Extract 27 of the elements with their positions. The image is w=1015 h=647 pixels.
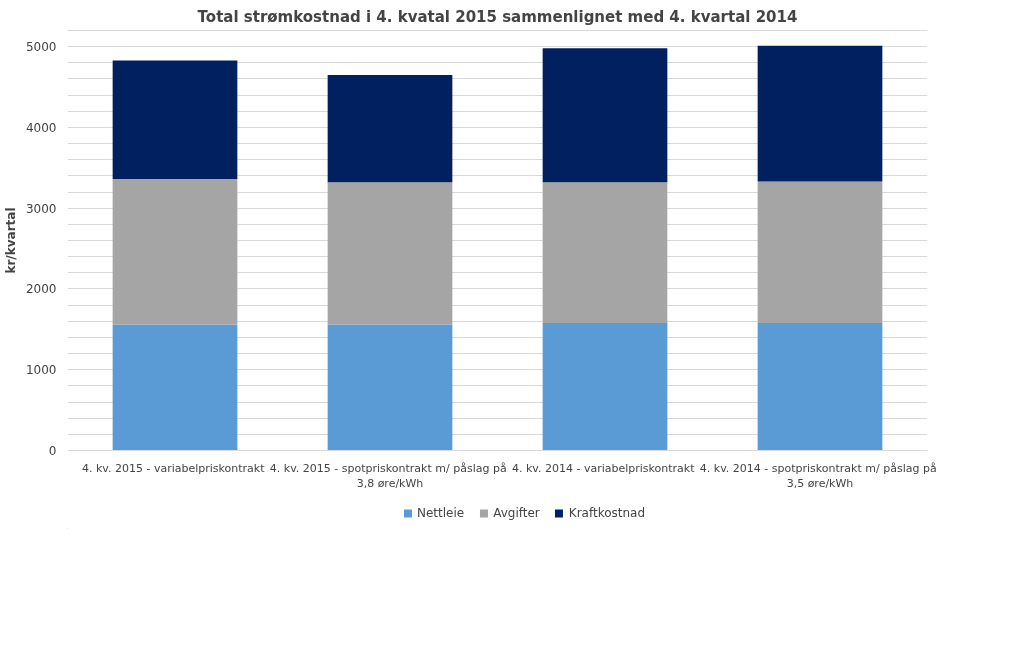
x-tick-label: 4. kv. 2015 - variabelpriskontrakt: [81, 461, 266, 475]
legend-label: Nettleie: [416, 506, 465, 520]
bar: [757, 322, 883, 451]
y-axis-title: kr/kvartal: [3, 207, 18, 274]
bar: [542, 48, 668, 183]
bar: [757, 181, 883, 323]
bar: [327, 74, 453, 183]
bar: [542, 182, 668, 323]
y-tick-label: 5000: [25, 40, 57, 55]
bar: [327, 182, 453, 325]
bar: [757, 45, 883, 182]
y-tick-label: 1000: [25, 363, 57, 378]
x-tick-label: 4. kv. 2014 - variabelpriskontrakt: [511, 461, 696, 475]
bar: [112, 324, 238, 451]
y-tick-label: 4000: [25, 120, 57, 135]
bar: [327, 324, 453, 451]
y-tick-label: 0: [48, 444, 57, 458]
y-tick-label: 2000: [25, 282, 57, 297]
legend-label: Avgifter: [493, 506, 540, 520]
y-tick-label: 3000: [25, 201, 57, 216]
legend-label: Kraftkostnad: [568, 506, 646, 520]
bar: [542, 322, 668, 451]
x-tick-label: 4. kv. 2014 - spotpriskontrakt m/ påslag på 3,5 øre/kWh: [699, 461, 937, 491]
bar: [112, 60, 238, 180]
bar: [112, 179, 238, 325]
chart-title: Total strømkostnad i 4. kvatal 2015 sammenlignet med 4. kvartal 2014: [197, 7, 798, 26]
x-tick-label: 4. kv. 2015 - spotpriskontrakt m/ påslag på 3,8 øre/kWh: [269, 461, 507, 491]
